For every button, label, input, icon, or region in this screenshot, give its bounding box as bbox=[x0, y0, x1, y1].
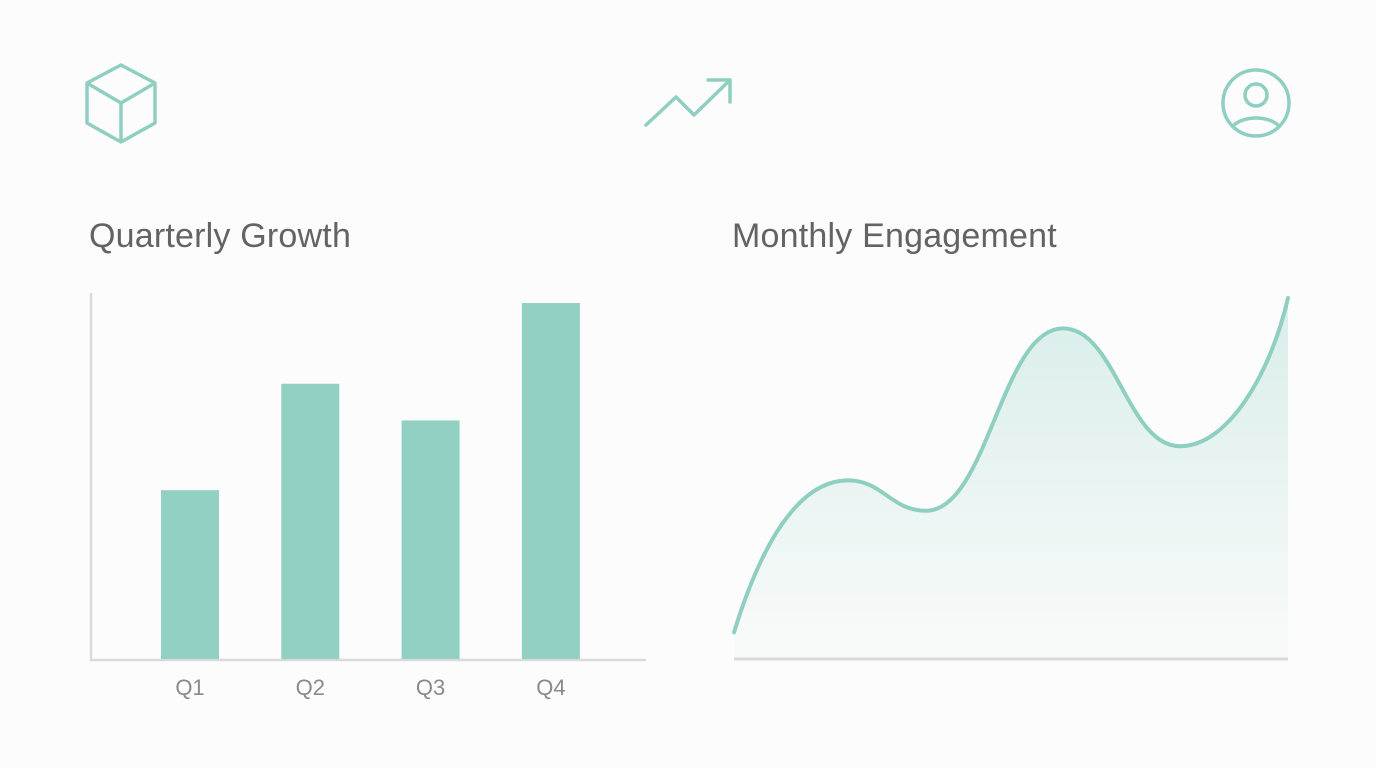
x-tick-label: Q3 bbox=[415, 675, 446, 700]
bar-q1 bbox=[161, 490, 219, 659]
trending-up-icon bbox=[644, 78, 732, 127]
area-chart-title: Monthly Engagement bbox=[732, 217, 1057, 255]
x-tick-label: Q1 bbox=[175, 675, 205, 700]
x-tick-label: Q4 bbox=[536, 675, 566, 700]
user-profile-icon[interactable] bbox=[1218, 66, 1294, 142]
bar-q2 bbox=[281, 383, 340, 659]
bar-q3 bbox=[401, 420, 460, 659]
bar-q4 bbox=[521, 303, 580, 659]
cube-icon bbox=[85, 63, 157, 144]
area-fill bbox=[734, 298, 1288, 659]
x-tick-label: Q2 bbox=[295, 675, 325, 700]
area-line bbox=[732, 296, 1290, 635]
bar-chart-title: Quarterly Growth bbox=[89, 217, 352, 255]
